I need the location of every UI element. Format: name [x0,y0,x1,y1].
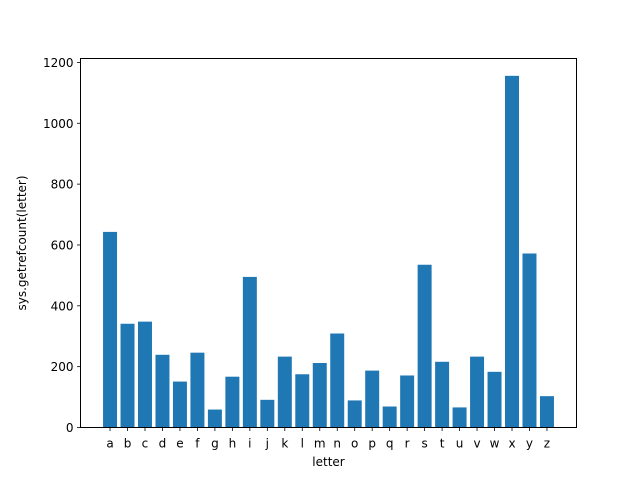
y-tick-label-400: 400 [51,299,74,313]
x-tick-label-u: u [456,437,464,451]
bar-x [505,75,520,428]
x-tick-label-p: p [368,437,376,451]
y-tick-label-0: 0 [66,421,74,435]
x-tick-label-s: s [421,437,427,451]
bar-j [260,399,275,428]
x-tick-label-r: r [405,437,410,451]
bar-o [347,400,362,428]
bar-e [172,381,187,428]
x-tick-label-t: t [440,437,445,451]
x-axis-label: letter [312,455,345,469]
x-tick-label-b: b [124,437,132,451]
x-tick-label-y: y [526,437,533,451]
x-tick-label-m: m [314,437,326,451]
bar-a [103,231,118,428]
bar-s [417,264,432,428]
x-tick-label-q: q [386,437,394,451]
bar-r [400,375,415,428]
bar-z [539,396,554,428]
y-axis: 0 200 400 600 800 1000 1200 [43,56,81,435]
x-tick-label-i: i [248,437,251,451]
bar-m [312,363,327,428]
bar-p [365,370,380,428]
x-tick-label-j: j [265,437,269,451]
bar-h [225,376,240,428]
bar-q [382,406,397,428]
bar-v [470,356,485,428]
x-tick-label-n: n [333,437,341,451]
plot-frame [80,58,577,428]
bar-i [242,276,257,428]
x-tick-label-k: k [281,437,288,451]
bar-k [277,356,292,428]
bar-c [137,321,152,428]
bar-f [190,352,205,428]
bar-d [155,354,170,428]
x-tick-label-x: x [508,437,515,451]
y-tick-label-800: 800 [51,178,74,192]
bar-g [207,409,222,428]
y-tick-label-1200: 1200 [43,56,74,70]
bar-w [487,371,502,428]
bar-l [295,374,310,428]
x-tick-label-d: d [159,437,167,451]
x-tick-label-z: z [544,437,550,451]
bar-n [330,333,345,428]
x-tick-label-f: f [195,437,200,451]
x-tick-label-o: o [351,437,358,451]
x-tick-label-e: e [176,437,183,451]
y-axis-label: sys.getrefcount(letter) [15,175,29,310]
x-tick-label-v: v [474,437,481,451]
bars-group [103,75,554,428]
bar-b [120,323,135,428]
y-tick-label-600: 600 [51,238,74,252]
bar-y [522,253,537,428]
x-tick-label-l: l [301,437,304,451]
x-tick-label-h: h [229,437,237,451]
x-tick-label-w: w [490,437,500,451]
x-tick-label-a: a [106,437,113,451]
y-tick-label-1000: 1000 [43,117,74,131]
bar-u [452,407,467,428]
x-tick-label-g: g [211,437,219,451]
y-tick-label-200: 200 [51,360,74,374]
bar-t [435,361,450,428]
x-tick-label-c: c [142,437,149,451]
